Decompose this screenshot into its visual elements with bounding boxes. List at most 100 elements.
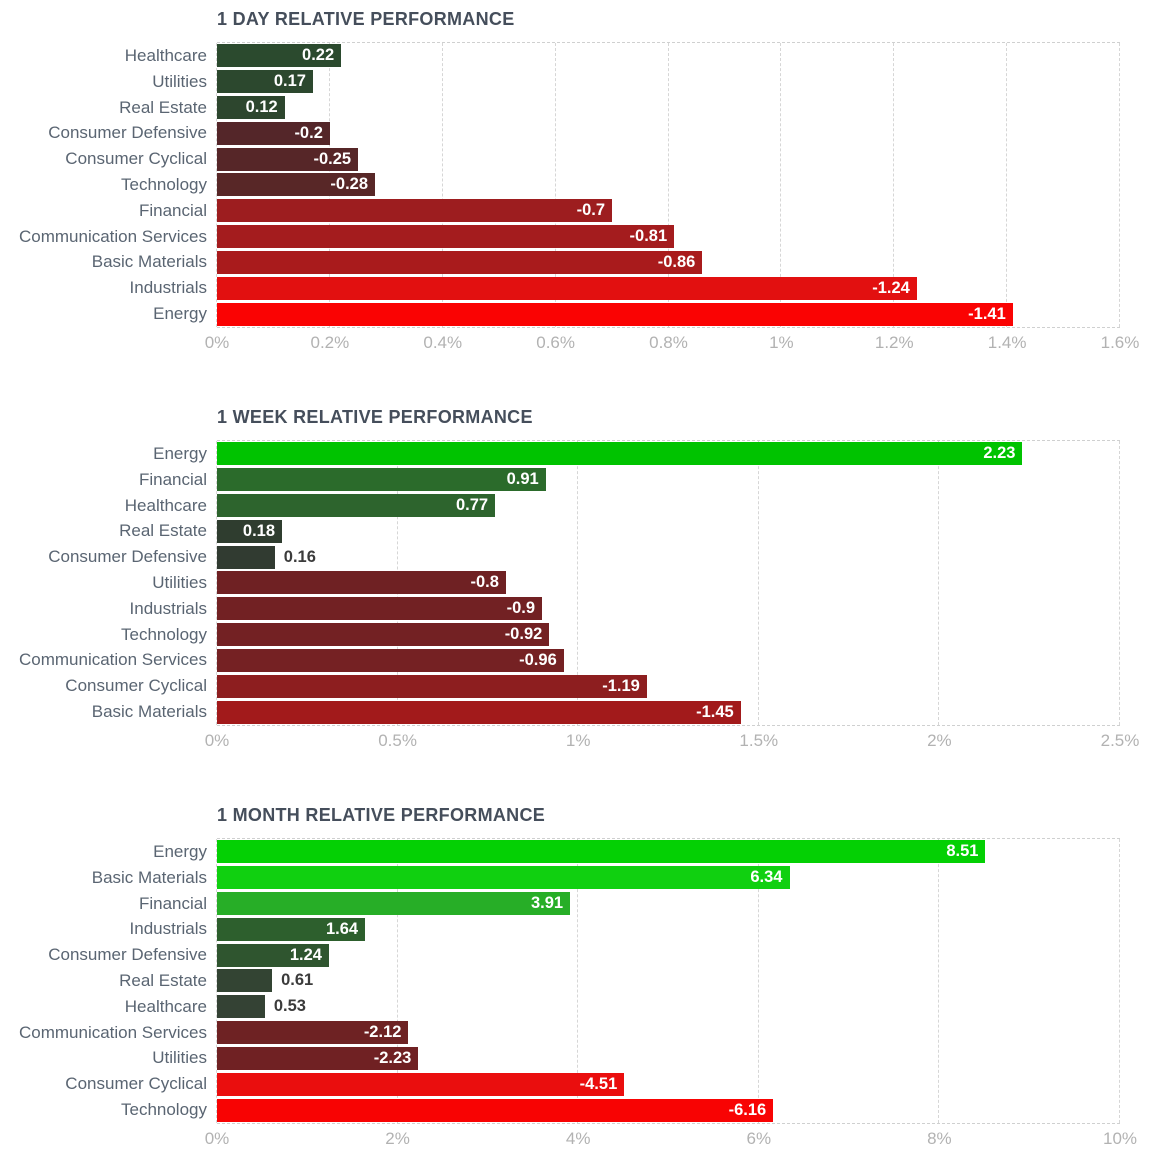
performance-bar: -0.9 [217,597,543,621]
performance-bar: -1.41 [217,302,1013,326]
category-label: Basic Materials [91,702,207,722]
performance-bar [217,969,273,993]
axis-tick-label: 8% [927,1129,952,1148]
bar-track: -0.92 [217,623,1120,647]
axis-tick-label: 4% [565,1129,591,1148]
value-label: -2.12 [363,1023,402,1042]
gridline [893,43,895,327]
performance-bar: 6.34 [217,866,790,890]
value-label: -0.28 [330,175,369,194]
value-label: 8.51 [946,842,979,861]
performance-bar: 0.91 [217,468,546,492]
bar-track: -1.19 [217,674,1120,698]
bar-track: -1.45 [217,700,1120,724]
bar-track: -1.24 [217,276,1120,300]
bar-track: -2.12 [217,1021,1120,1045]
category-label: Consumer Defensive [48,547,207,567]
performance-bar: 0.77 [217,494,496,518]
category-label: Communication Services [18,650,207,670]
performance-bar: -2.23 [217,1046,419,1070]
performance-bar: 1.64 [217,917,366,941]
axis-tick-label: 0% [204,1129,230,1148]
bar-track: 0.12 [217,96,1120,120]
value-label: 6.34 [750,868,783,887]
category-label: Real Estate [119,97,207,117]
bar-rows: Energy 2.23 Financial 0.91 Healthcare 0.77 Rea… [0,441,1120,725]
gridline [216,839,217,1123]
bar-row: Healthcare 0.22 [0,43,1120,69]
axis-tick-label: 0.6% [536,333,575,352]
performance-bar: -2.12 [217,1021,409,1045]
gridline [396,839,398,1123]
axis-tick-label: 0% [204,333,230,352]
axis-tick-label: 10% [1102,1129,1138,1148]
category-label: Energy [153,841,207,861]
bar-track: -0.8 [217,571,1120,595]
category-label: Financial [138,469,207,489]
gridline [757,839,759,1123]
performance-bar [217,995,265,1019]
plot-area-1-week: Energy 2.23 Financial 0.91 Healthcare 0.77 Rea… [19,440,1120,726]
performance-bar: -1.45 [217,700,741,724]
category-label: Consumer Defensive [48,123,207,143]
bar-row: Energy 2.23 [0,441,1120,467]
bar-row: Real Estate 0.12 [0,95,1120,121]
bar-track: -0.28 [217,173,1120,197]
axis-tick-label: 1.4% [987,333,1027,352]
value-label: 1.64 [325,919,359,938]
category-label: Industrials [129,598,207,618]
category-label: Technology [120,1100,207,1120]
value-label: 0.16 [283,547,316,566]
bar-rows: Energy 8.51 Basic Materials 6.34 Financial 3.… [0,839,1120,1123]
plot-area-1-month: Energy 8.51 Basic Materials 6.34 Financial 3.… [19,838,1120,1124]
bar-track: 0.61 [217,969,1120,993]
bar-row: Utilities -2.23 [0,1046,1120,1072]
axis-tick-label: 1% [565,731,591,750]
bar-track: 0.18 [217,519,1120,543]
bar-track: -0.9 [217,597,1120,621]
bar-track: 0.77 [217,494,1120,518]
bar-row: Consumer Cyclical -4.51 [0,1071,1120,1097]
bar-row: Technology -0.28 [0,172,1120,198]
bar-row: Financial 3.91 [0,891,1120,917]
performance-bar: 0.22 [217,44,342,68]
axis-tick-label: 0.8% [649,333,688,352]
category-label: Consumer Cyclical [65,676,207,696]
bar-row: Real Estate 0.61 [0,968,1120,994]
bar-track: -2.23 [217,1046,1120,1070]
category-label: Financial [138,200,207,220]
gridline [577,441,579,725]
category-label: Industrials [129,919,207,939]
value-label: 0.18 [242,521,276,540]
value-label: -0.86 [657,252,696,271]
value-label: -1.41 [968,304,1006,323]
gridline [441,43,443,327]
value-label: 2.23 [983,444,1016,463]
axis-tick-label: 0% [204,731,230,750]
performance-bar: -0.28 [217,173,376,197]
bar-track: 0.17 [217,70,1120,94]
bar-row: Consumer Cyclical -0.25 [0,146,1120,172]
bar-row: Basic Materials -1.45 [0,699,1120,725]
value-label: -2.23 [373,1048,412,1067]
gridline [1006,43,1008,327]
bar-row: Basic Materials 6.34 [0,865,1120,891]
performance-bar: -0.86 [217,250,703,274]
category-label: Utilities [152,572,207,592]
bar-track: 0.91 [217,468,1120,492]
bar-track: 1.64 [217,917,1120,941]
axis-tick-label: 2.5% [1100,731,1140,750]
bar-track: 1.24 [217,943,1120,967]
chart-1-month: 1 MONTH RELATIVE PERFORMANCE Energy 8.51 B… [0,802,1156,1150]
performance-bar: 0.17 [217,70,313,94]
bar-row: Basic Materials -0.86 [0,250,1120,276]
bar-track: 0.53 [217,995,1120,1019]
performance-bar: -0.25 [217,147,359,171]
value-label: -1.19 [602,676,640,695]
performance-bar: 2.23 [217,442,1023,466]
bar-row: Energy 8.51 [0,839,1120,865]
category-label: Communication Services [18,1022,207,1042]
performance-bar: 8.51 [217,840,986,864]
category-label: Technology [120,624,207,644]
